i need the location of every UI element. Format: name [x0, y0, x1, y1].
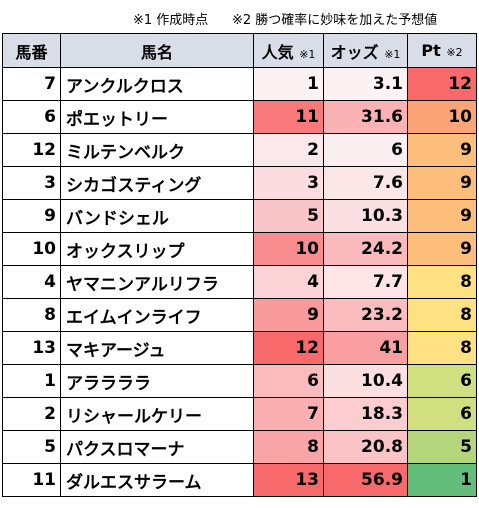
- cell-pt: 8: [407, 331, 477, 365]
- cell-popularity: 12: [253, 331, 324, 365]
- cell-number: 6: [2, 100, 61, 134]
- table-row: 13 マキアージュ 12 41 8: [2, 331, 477, 365]
- table-row: 8 エイムインライフ 9 23.2 8: [2, 298, 477, 332]
- cell-pt: 9: [407, 199, 477, 233]
- cell-horse-name: マキアージュ: [60, 331, 254, 365]
- header-number: 馬番: [2, 33, 61, 68]
- table-row: 6 ポエットリー 11 31.6 10: [2, 100, 477, 134]
- cell-odds: 31.6: [323, 100, 408, 134]
- cell-popularity: 4: [253, 265, 324, 299]
- cell-odds: 7.7: [323, 265, 408, 299]
- cell-horse-name: シカゴスティング: [60, 166, 254, 200]
- cell-horse-name: アララララ: [60, 364, 254, 398]
- header-name: 馬名: [60, 33, 254, 68]
- cell-pt: 9: [407, 232, 477, 266]
- table-row: 12 ミルテンベルク 2 6 9: [2, 133, 477, 167]
- cell-horse-name: ヤマニンアルリフラ: [60, 265, 254, 299]
- notes-header: ※1 作成時点 ※2 勝つ確率に妙味を加えた予想値: [0, 0, 479, 33]
- table-row: 1 アララララ 6 10.4 6: [2, 364, 477, 398]
- cell-number: 11: [2, 463, 61, 497]
- cell-horse-name: アンクルクロス: [60, 67, 254, 101]
- cell-odds: 41: [323, 331, 408, 365]
- table-row: 7 アンクルクロス 1 3.1 12: [2, 67, 477, 101]
- cell-popularity: 2: [253, 133, 324, 167]
- cell-pt: 1: [407, 463, 477, 497]
- cell-popularity: 8: [253, 430, 324, 464]
- prediction-table: 馬番 馬名 人気 ※1 オッズ ※1 Pt ※2 7 アンクルクロス 1 3.1 12 6…: [2, 33, 477, 497]
- cell-popularity: 11: [253, 100, 324, 134]
- cell-odds: 7.6: [323, 166, 408, 200]
- cell-popularity: 7: [253, 397, 324, 431]
- cell-horse-name: ポエットリー: [60, 100, 254, 134]
- header-pt: Pt ※2: [407, 33, 477, 68]
- cell-popularity: 10: [253, 232, 324, 266]
- cell-odds: 24.2: [323, 232, 408, 266]
- cell-number: 4: [2, 265, 61, 299]
- cell-pt: 8: [407, 298, 477, 332]
- cell-horse-name: リシャールケリー: [60, 397, 254, 431]
- cell-odds: 20.8: [323, 430, 408, 464]
- cell-pt: 10: [407, 100, 477, 134]
- table-row: 5 パクスロマーナ 8 20.8 5: [2, 430, 477, 464]
- cell-number: 12: [2, 133, 61, 167]
- cell-number: 9: [2, 199, 61, 233]
- cell-horse-name: エイムインライフ: [60, 298, 254, 332]
- cell-pt: 6: [407, 364, 477, 398]
- cell-popularity: 6: [253, 364, 324, 398]
- note-created-time: ※1 作成時点: [133, 13, 209, 28]
- table-row: 2 リシャールケリー 7 18.3 6: [2, 397, 477, 431]
- table-row: 11 ダルエスサラーム 13 56.9 1: [2, 463, 477, 497]
- cell-pt: 9: [407, 133, 477, 167]
- cell-popularity: 9: [253, 298, 324, 332]
- cell-popularity: 1: [253, 67, 324, 101]
- cell-number: 8: [2, 298, 61, 332]
- table-header-row: 馬番 馬名 人気 ※1 オッズ ※1 Pt ※2: [2, 33, 477, 68]
- cell-odds: 6: [323, 133, 408, 167]
- cell-pt: 9: [407, 166, 477, 200]
- cell-popularity: 3: [253, 166, 324, 200]
- cell-pt: 8: [407, 265, 477, 299]
- cell-pt: 12: [407, 67, 477, 101]
- cell-odds: 56.9: [323, 463, 408, 497]
- cell-number: 5: [2, 430, 61, 464]
- cell-popularity: 13: [253, 463, 324, 497]
- cell-odds: 23.2: [323, 298, 408, 332]
- table-body: 7 アンクルクロス 1 3.1 12 6 ポエットリー 11 31.6 10 12 ミルテンベルク 2 6…: [2, 67, 477, 497]
- cell-horse-name: オックスリップ: [60, 232, 254, 266]
- cell-horse-name: バンドシェル: [60, 199, 254, 233]
- cell-horse-name: ダルエスサラーム: [60, 463, 254, 497]
- cell-number: 10: [2, 232, 61, 266]
- header-odds: オッズ ※1: [323, 33, 408, 68]
- cell-number: 1: [2, 364, 61, 398]
- cell-odds: 3.1: [323, 67, 408, 101]
- table-row: 10 オックスリップ 10 24.2 9: [2, 232, 477, 266]
- cell-odds: 18.3: [323, 397, 408, 431]
- header-popularity: 人気 ※1: [253, 33, 324, 68]
- cell-odds: 10.3: [323, 199, 408, 233]
- cell-pt: 5: [407, 430, 477, 464]
- cell-number: 2: [2, 397, 61, 431]
- cell-pt: 6: [407, 397, 477, 431]
- cell-horse-name: パクスロマーナ: [60, 430, 254, 464]
- note-predicted-value: ※2 勝つ確率に妙味を加えた予想値: [232, 13, 438, 28]
- cell-popularity: 5: [253, 199, 324, 233]
- cell-odds: 10.4: [323, 364, 408, 398]
- cell-number: 3: [2, 166, 61, 200]
- cell-horse-name: ミルテンベルク: [60, 133, 254, 167]
- table-row: 3 シカゴスティング 3 7.6 9: [2, 166, 477, 200]
- table-row: 4 ヤマニンアルリフラ 4 7.7 8: [2, 265, 477, 299]
- cell-number: 7: [2, 67, 61, 101]
- cell-number: 13: [2, 331, 61, 365]
- table-row: 9 バンドシェル 5 10.3 9: [2, 199, 477, 233]
